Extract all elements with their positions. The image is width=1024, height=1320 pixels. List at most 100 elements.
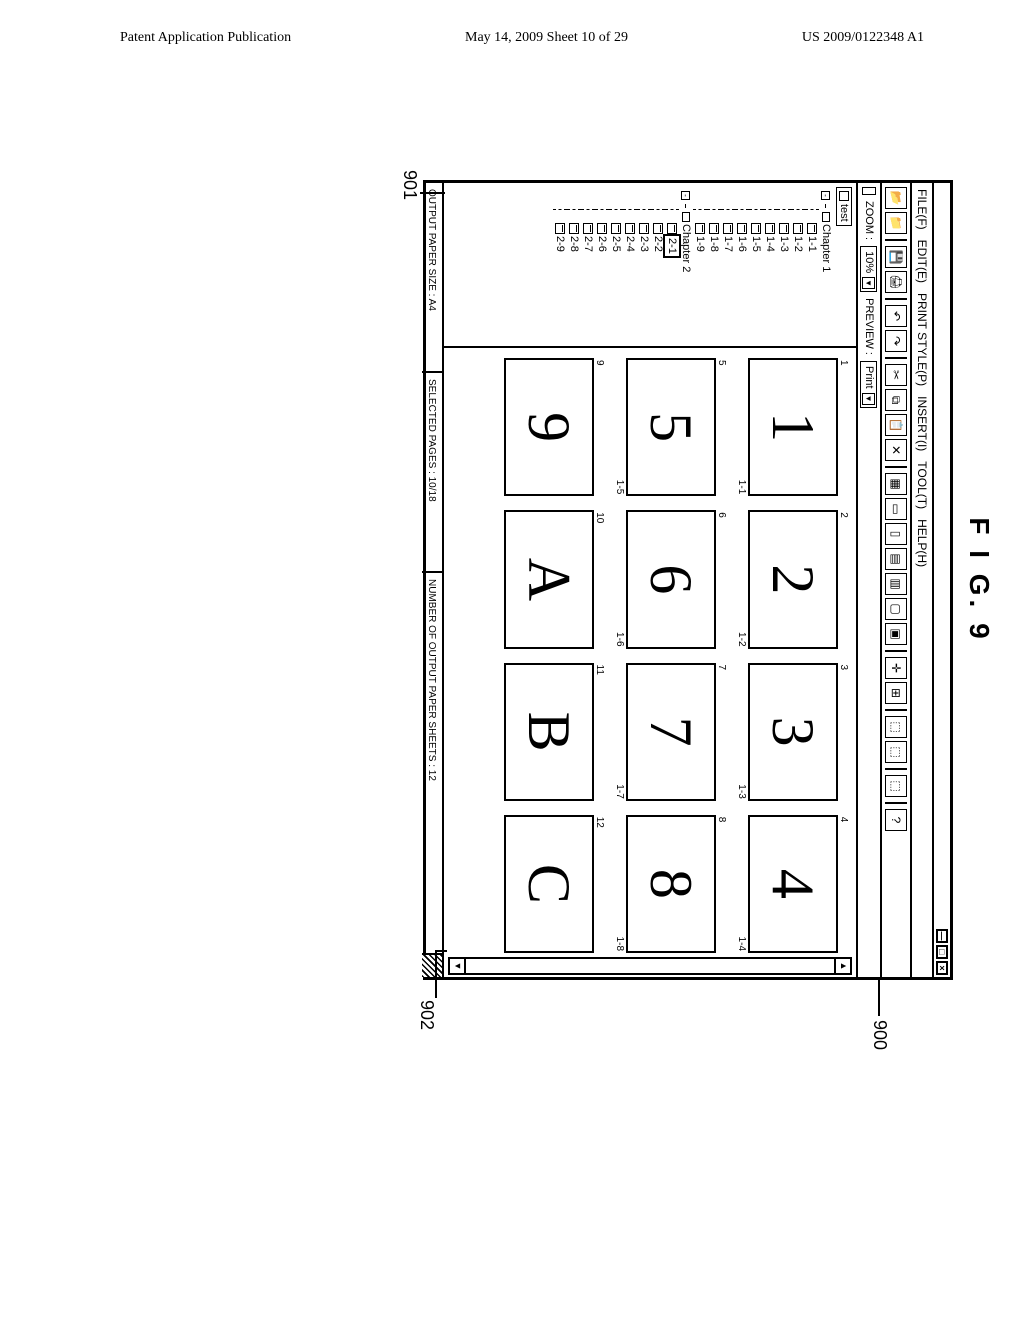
open-icon[interactable]: 📂 <box>885 187 907 209</box>
tree-chapter[interactable]: - Chapter 1 <box>819 187 833 342</box>
thumb-index: 1 <box>838 360 849 366</box>
tree-page[interactable]: 1-9 <box>693 187 707 342</box>
minus-icon[interactable]: - <box>682 191 691 200</box>
doc-icon[interactable]: ▣ <box>885 623 907 645</box>
tree-root[interactable]: test <box>836 187 852 226</box>
thumb-index: 10 <box>594 512 605 523</box>
menu-tool[interactable]: TOOL(T) <box>915 461 929 509</box>
thumb-cell[interactable]: 10A <box>503 510 606 648</box>
chapter-label: Chapter 2 <box>679 224 693 272</box>
thumb-cell[interactable]: 11B <box>503 663 606 801</box>
menu-insert[interactable]: INSERT(I) <box>915 396 929 451</box>
toolbar: 📂 📁 💾 🖨 ↶ ↷ ✂ ⧉ 📋 ✕ ▦ ▭ ▯ ▤ ▥ ▢ ▣ ✛ ⊞ ⬚ <box>880 183 910 977</box>
thumb-cell[interactable]: 99 <box>503 358 606 496</box>
tree-chapter[interactable]: - Chapter 2 <box>679 187 693 342</box>
page2-icon[interactable]: ▯ <box>885 523 907 545</box>
undo-icon[interactable]: ↶ <box>885 305 907 327</box>
tree-page[interactable]: 2-6 <box>595 187 609 342</box>
tree-page[interactable]: 1-1 <box>805 187 819 342</box>
status-selected-pages: SELECTED PAGES : 10/18 <box>422 373 442 573</box>
tree-page[interactable]: 2-7 <box>581 187 595 342</box>
thumb-sub: 1-7 <box>614 784 625 798</box>
thumb-cell[interactable]: 771-7 <box>614 663 728 801</box>
tree-page[interactable]: 2-9 <box>553 187 567 342</box>
zoom-select[interactable]: 10% ▼ <box>861 246 878 292</box>
page-icon <box>709 223 719 234</box>
thumb-index: 4 <box>838 817 849 823</box>
tree-page[interactable]: 2-3 <box>637 187 651 342</box>
thumb-sub: 1-8 <box>614 937 625 951</box>
delete-icon[interactable]: ✕ <box>885 439 907 461</box>
tree-page[interactable]: 1-8 <box>707 187 721 342</box>
status-output-sheets: NUMBER OF OUTPUT PAPER SHEETS : 12 <box>422 573 442 955</box>
page-label: 2-4 <box>623 236 637 252</box>
tree-page[interactable]: 2-1 <box>665 187 679 342</box>
tree-page[interactable]: 2-2 <box>651 187 665 342</box>
thumb-cell[interactable]: 331-3 <box>736 663 850 801</box>
page-icon <box>639 223 649 234</box>
thumb-icon[interactable]: ▤ <box>885 548 907 570</box>
grid-icon[interactable]: ▦ <box>885 473 907 495</box>
thumb-cell[interactable]: 12C <box>503 815 606 953</box>
thumb-preview: A <box>504 510 594 648</box>
callout-line <box>878 980 880 1016</box>
zoom-label: ZOOM : <box>863 201 875 240</box>
thumb-cell[interactable]: 881-8 <box>614 815 728 953</box>
layout-icon[interactable]: ⊞ <box>885 682 907 704</box>
help-icon[interactable]: ? <box>885 809 907 831</box>
page-label: 1-4 <box>763 236 777 252</box>
tool1-icon[interactable]: ⬚ <box>885 716 907 738</box>
thumb-cell[interactable]: 661-6 <box>614 510 728 648</box>
vertical-scrollbar[interactable]: ▲ ▼ <box>448 957 852 975</box>
save-icon[interactable]: 💾 <box>885 246 907 268</box>
chevron-down-icon: ▼ <box>863 393 876 405</box>
scroll-down-icon[interactable]: ▼ <box>450 959 466 973</box>
copy-icon[interactable]: ⧉ <box>885 389 907 411</box>
center-icon[interactable]: ✛ <box>885 657 907 679</box>
menu-pstyle[interactable]: PRINT STYLE(P) <box>915 293 929 386</box>
folder-icon[interactable]: 📁 <box>885 212 907 234</box>
scroll-track[interactable] <box>466 959 834 973</box>
thumb-cell[interactable]: 221-2 <box>736 510 850 648</box>
thumb-cell[interactable]: 111-1 <box>736 358 850 496</box>
redo-icon[interactable]: ↷ <box>885 330 907 352</box>
titlebar: — □ × <box>932 183 950 977</box>
sep-icon <box>885 768 907 770</box>
tree-page[interactable]: 1-4 <box>763 187 777 342</box>
tool3-icon[interactable]: ⬚ <box>885 775 907 797</box>
cut-icon[interactable]: ✂ <box>885 364 907 386</box>
page-icon <box>765 223 775 234</box>
tree-page[interactable]: 2-8 <box>567 187 581 342</box>
thumb2-icon[interactable]: ▥ <box>885 573 907 595</box>
scroll-up-icon[interactable]: ▲ <box>834 959 850 973</box>
page-label: 2-3 <box>637 236 651 252</box>
minimize-button[interactable]: — <box>936 929 948 943</box>
close-button[interactable]: × <box>936 961 948 975</box>
thumb-cell[interactable]: 551-5 <box>614 358 728 496</box>
minus-icon[interactable]: - <box>822 191 831 200</box>
tree-page[interactable]: 1-3 <box>777 187 791 342</box>
menubar: FILE(F) EDIT(E) PRINT STYLE(P) INSERT(I)… <box>910 183 932 977</box>
tree-page[interactable]: 1-7 <box>721 187 735 342</box>
menu-file[interactable]: FILE(F) <box>915 189 929 230</box>
tree-page[interactable]: 1-2 <box>791 187 805 342</box>
page-icon[interactable]: ▭ <box>885 498 907 520</box>
print-icon[interactable]: 🖨 <box>885 271 907 293</box>
menu-help[interactable]: HELP(H) <box>915 519 929 567</box>
thumb-sub: 1-6 <box>614 632 625 646</box>
tree-page[interactable]: 2-4 <box>623 187 637 342</box>
blank-icon[interactable]: ▢ <box>885 598 907 620</box>
maximize-button[interactable]: □ <box>936 945 948 959</box>
tree-page[interactable]: 1-6 <box>735 187 749 342</box>
tree-page[interactable]: 2-5 <box>609 187 623 342</box>
preview-panel: 111-1 221-2 331-3 441-4 551-5 661-6 771-7 881-8… <box>444 348 856 977</box>
resize-grip-icon[interactable] <box>422 955 442 977</box>
paste-icon[interactable]: 📋 <box>885 414 907 436</box>
menu-edit[interactable]: EDIT(E) <box>915 240 929 283</box>
tool2-icon[interactable]: ⬚ <box>885 741 907 763</box>
preview-select[interactable]: Print ▼ <box>861 361 878 408</box>
tree-page[interactable]: 1-5 <box>749 187 763 342</box>
page-icon <box>779 223 789 234</box>
thumb-cell[interactable]: 441-4 <box>736 815 850 953</box>
pub-left: Patent Application Publication <box>120 30 291 46</box>
